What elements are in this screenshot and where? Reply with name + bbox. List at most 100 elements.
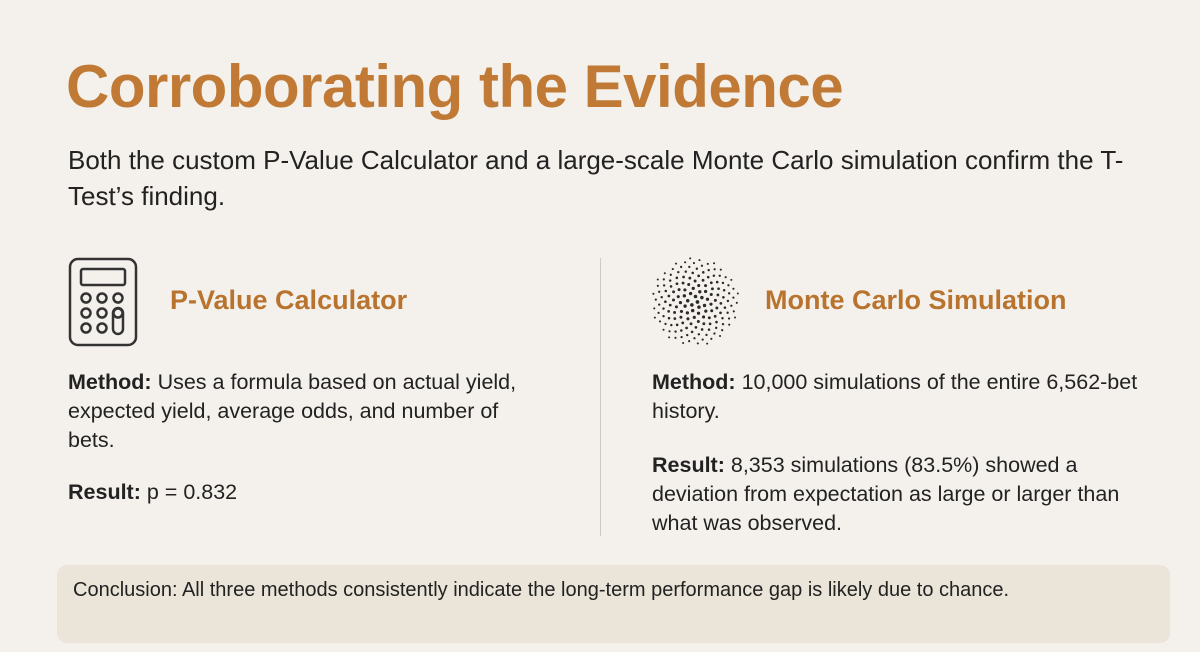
dot [688, 276, 692, 280]
dot [701, 338, 704, 341]
dot [668, 303, 672, 307]
dot [715, 306, 719, 310]
dot [664, 289, 668, 293]
dot [660, 295, 663, 299]
dot [707, 268, 710, 272]
dot [715, 280, 719, 284]
dot [682, 294, 687, 298]
section-heading: Monte Carlo Simulation [765, 285, 1067, 315]
dot [681, 281, 685, 285]
dot [679, 315, 683, 319]
dot [673, 317, 677, 321]
dot [667, 316, 671, 320]
method-text: Uses a formula based on actual yield, ex… [68, 370, 517, 452]
dot [696, 320, 700, 324]
dot [680, 335, 683, 339]
dot [662, 278, 665, 281]
dot [673, 311, 677, 314]
dot [713, 314, 717, 318]
dot [719, 311, 722, 315]
dot [727, 317, 731, 320]
dot [734, 316, 737, 319]
dot [674, 305, 678, 309]
dot [730, 304, 733, 307]
dot [715, 320, 718, 324]
dot [700, 295, 704, 300]
dot [670, 323, 673, 327]
dot [685, 326, 688, 330]
dot [719, 334, 722, 338]
dot [704, 309, 708, 313]
dot [672, 290, 675, 294]
dot [706, 262, 709, 265]
dot [695, 300, 700, 304]
dot [658, 303, 661, 306]
dot [685, 298, 690, 303]
result-label: Result: [652, 453, 725, 477]
dot [681, 321, 685, 325]
dot [674, 336, 677, 339]
simulation-icon [652, 257, 739, 345]
dot [664, 300, 667, 304]
conclusion: Conclusion: All three methods consistent… [57, 565, 1170, 643]
dot [697, 305, 701, 309]
result-text: p = 0.832 [146, 480, 238, 504]
method: Method: 10,000 simulations of the entire… [652, 368, 1142, 426]
dot [697, 333, 701, 336]
dot [656, 284, 659, 287]
dot [716, 293, 720, 297]
result-label: Result: [68, 480, 141, 504]
dot [705, 297, 710, 301]
method-text: 10,000 simulations of the entire 6,562-b… [652, 370, 1138, 423]
dot [719, 268, 722, 271]
section-heading: P-Value Calculator [170, 285, 408, 315]
dot [674, 330, 677, 333]
dot [698, 290, 702, 294]
dot [700, 328, 704, 331]
result-text: 8,353 simulations (83.5%) showed a devia… [652, 453, 1120, 535]
dot [683, 304, 687, 308]
dot [675, 323, 679, 327]
dot [724, 276, 727, 279]
dot [713, 332, 716, 335]
dot [702, 271, 705, 274]
title: Corroborating the Evidence [66, 53, 844, 120]
dot [730, 278, 733, 281]
dot [709, 281, 713, 285]
dot [675, 276, 679, 280]
dot [678, 300, 683, 305]
dot [667, 294, 671, 298]
dot [662, 328, 665, 331]
dot [688, 265, 691, 269]
dot [668, 336, 671, 339]
dot [702, 315, 706, 319]
dot [683, 288, 687, 292]
dot [691, 286, 695, 291]
dot [690, 308, 695, 313]
dot [702, 303, 707, 308]
dot [662, 314, 665, 318]
dot [695, 267, 699, 270]
dot [677, 288, 681, 292]
dot [698, 259, 701, 262]
dot [690, 330, 694, 334]
dot [692, 315, 696, 319]
dot [710, 287, 714, 291]
dot [677, 270, 680, 274]
dot [686, 317, 690, 321]
dot [712, 274, 716, 277]
dot [689, 322, 693, 326]
dot [668, 330, 671, 333]
dot [701, 278, 705, 282]
dot [718, 274, 721, 277]
dot [693, 337, 696, 340]
dot [704, 284, 708, 288]
subtitle: Both the custom P-Value Calculator and a… [68, 145, 1124, 211]
dot [710, 309, 714, 313]
dot [721, 329, 724, 332]
dot [663, 272, 666, 275]
dot [684, 270, 688, 273]
dot [710, 337, 713, 340]
dot [693, 279, 697, 283]
